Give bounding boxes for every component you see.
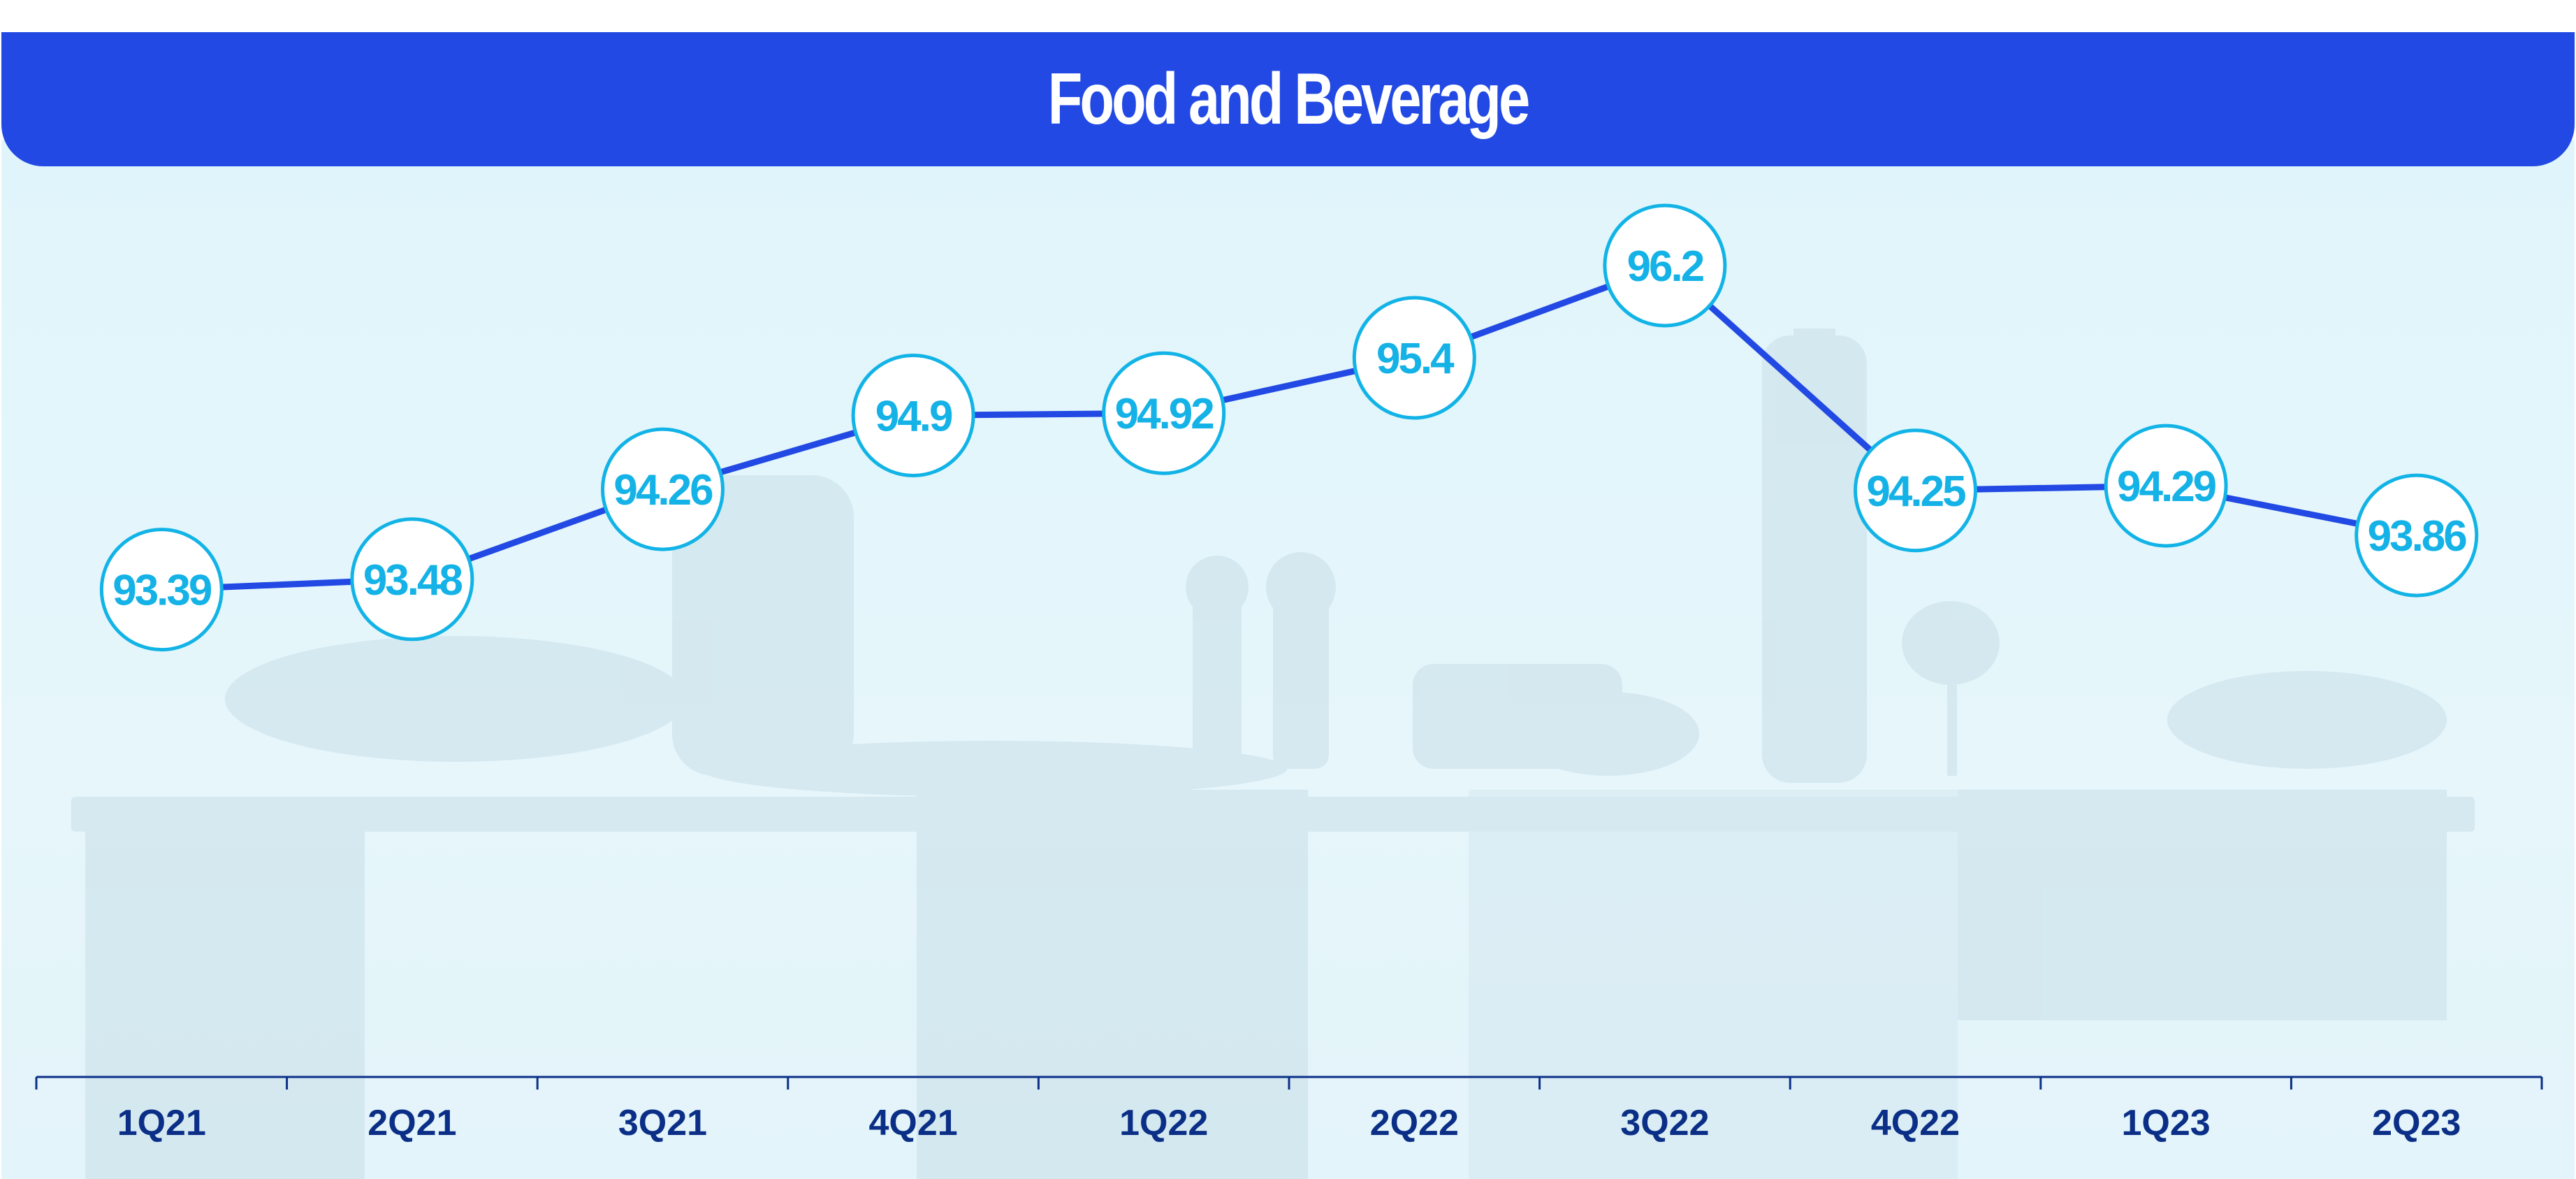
data-label: 96.2 [1627,243,1703,291]
data-point-marker [601,427,725,551]
x-tick-label: 1Q23 [2121,1103,2210,1143]
data-label: 94.29 [2117,463,2216,511]
x-tick-label: 2Q21 [368,1103,456,1143]
data-label: 93.48 [363,556,463,605]
chart-header: Food and Beverage [1,32,2575,166]
x-tick-label: 2Q23 [2372,1103,2461,1143]
data-point-marker [1352,296,1476,420]
data-label: 93.39 [112,567,212,615]
x-tick-label: 2Q22 [1370,1103,1459,1143]
series-line [161,262,2417,593]
data-point-marker [2104,424,2228,548]
x-tick-label: 3Q21 [618,1103,707,1143]
x-tick-label: 4Q21 [868,1103,957,1143]
chart-title: Food and Beverage [1048,58,1530,140]
x-tick-label: 3Q22 [1620,1103,1709,1143]
data-point-marker [350,517,474,642]
data-label: 94.9 [875,393,952,441]
data-point-marker [99,528,224,652]
data-point-marker [1854,428,1977,553]
data-point-marker [2355,473,2479,598]
data-label: 94.92 [1115,390,1214,438]
data-point-marker [1102,351,1226,475]
x-tick-label: 4Q22 [1871,1103,1960,1143]
data-label: 95.4 [1376,335,1455,383]
background-illustration [36,328,2542,1179]
x-tick-label: 1Q21 [117,1103,206,1143]
x-tick-label: 1Q22 [1119,1103,1208,1143]
data-label: 94.25 [1866,468,1965,516]
data-point-marker [1603,203,1727,328]
chart-background [1,140,2575,1179]
data-point-marker [851,354,975,477]
data-label: 94.26 [613,466,713,514]
data-label: 93.86 [2368,512,2467,560]
